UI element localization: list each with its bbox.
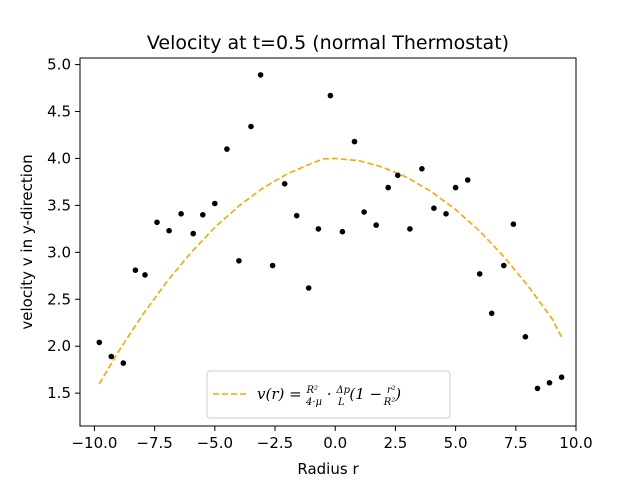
plot-area (79, 57, 577, 427)
y-tick-label: 1.5 (47, 384, 71, 402)
data-point (281, 181, 288, 187)
data-point (327, 92, 334, 99)
legend-formula-paren-close: ) (394, 385, 401, 403)
y-tick-label: 2.0 (47, 337, 71, 355)
data-point (351, 138, 358, 145)
data-point (558, 374, 565, 381)
legend-formula-lhs: v(r) = (257, 385, 306, 403)
legend-formula-frac2-num: Δp (335, 385, 350, 396)
data-points-layer (96, 72, 565, 392)
legend-label: v(r) = R² 4·μ · Δp L (1 − r² R²) (257, 385, 401, 408)
x-axis-label: Radius r (297, 460, 359, 478)
data-point (269, 262, 276, 269)
data-point (293, 212, 300, 219)
legend-box (206, 370, 451, 419)
data-point (166, 227, 172, 234)
data-point (339, 228, 346, 235)
x-tick-label: 10.0 (559, 434, 592, 452)
legend-formula-paren-open: (1 − (345, 385, 387, 403)
data-point (224, 146, 230, 152)
data-point (488, 310, 495, 317)
y-axis: 1.5 2.0 2.5 3.0 3.5 4.0 4.5 5.0 (47, 56, 80, 402)
y-tick-label: 4.0 (47, 149, 71, 167)
x-tick-label: −10.0 (71, 434, 117, 452)
data-point (120, 360, 127, 366)
y-tick-label: 4.5 (47, 103, 71, 121)
data-point (522, 334, 529, 340)
data-point (452, 184, 459, 191)
legend-formula-dot: · (322, 385, 336, 403)
data-point (190, 230, 196, 237)
legend-formula-frac1-num: R² (305, 385, 318, 396)
legend-formula-frac3-den: R² (383, 397, 396, 408)
x-tick-label: 0.0 (323, 434, 347, 452)
data-point (373, 222, 380, 228)
chart-title: Velocity at t=0.5 (normal Thermostat) (147, 32, 509, 54)
data-point (142, 272, 148, 278)
data-point (407, 226, 413, 232)
data-point (248, 123, 254, 130)
data-point (108, 353, 115, 360)
data-point (419, 166, 425, 172)
x-tick-label: 5.0 (444, 434, 468, 452)
x-tick-label: −2.5 (257, 434, 293, 452)
data-point (305, 285, 312, 291)
data-point (534, 385, 541, 392)
legend-formula-frac2-den: L (337, 397, 345, 408)
data-point (154, 219, 160, 226)
plot-frame (79, 57, 577, 427)
data-point (315, 226, 322, 232)
data-point (200, 212, 206, 218)
y-tick-label: 3.5 (47, 196, 71, 214)
data-point (236, 258, 242, 264)
x-tick-label: −5.0 (197, 434, 233, 452)
x-tick-label: 7.5 (504, 434, 528, 452)
x-tick-label: 2.5 (383, 434, 407, 452)
legend-formula-frac3-num: r² (387, 385, 396, 396)
data-point (385, 184, 392, 191)
data-point (257, 72, 264, 78)
data-point (361, 209, 367, 215)
data-point (476, 271, 483, 277)
x-axis: −10.0 −7.5 −5.0 −2.5 0.0 2.5 5.0 7.5 10.0 (71, 426, 593, 452)
data-point (443, 211, 449, 217)
data-point (178, 211, 184, 217)
data-point (501, 262, 507, 269)
y-tick-label: 5.0 (47, 56, 71, 74)
x-tick-label: −7.5 (136, 434, 172, 452)
data-point (395, 172, 401, 179)
y-tick-label: 3.0 (47, 243, 71, 261)
data-point (510, 221, 517, 227)
data-point (96, 339, 103, 346)
data-point (464, 177, 471, 183)
legend-formula-frac1-den: 4·μ (305, 397, 322, 408)
y-axis-label: velocity v in y-direction (18, 154, 36, 329)
legend: v(r) = R² 4·μ · Δp L (1 − r² R²) (206, 370, 451, 419)
data-point (546, 380, 553, 386)
data-point (212, 200, 218, 207)
y-tick-label: 2.5 (47, 290, 71, 308)
data-point (431, 205, 437, 211)
data-point (132, 267, 139, 274)
